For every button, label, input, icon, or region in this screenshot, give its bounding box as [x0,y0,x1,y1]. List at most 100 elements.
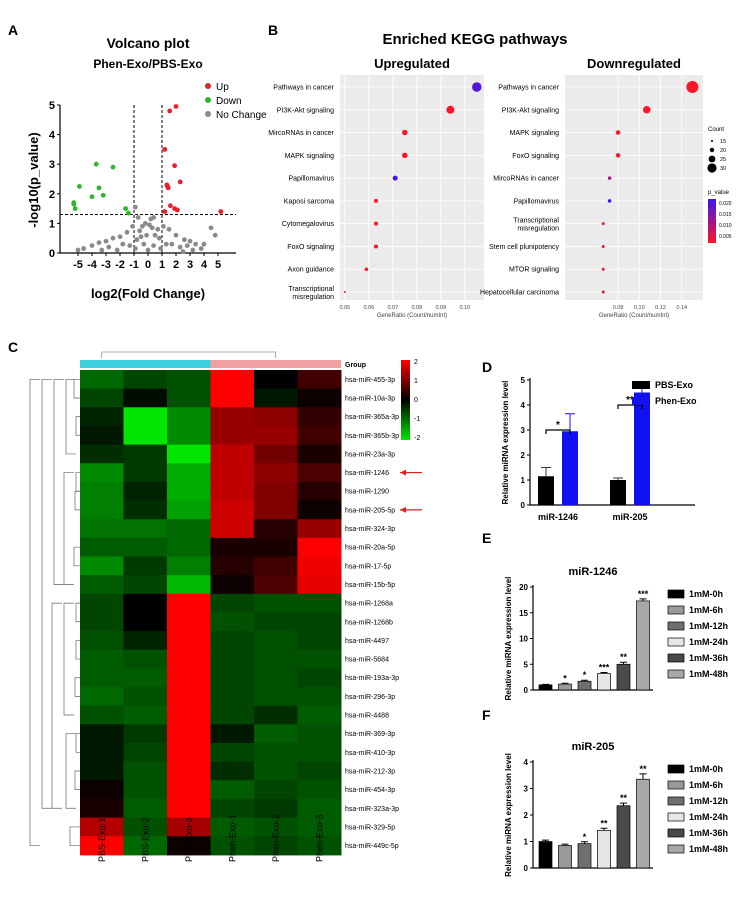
y-axis-label: Relative miRNA expression level [501,381,510,505]
heat-cell-1-4 [254,388,298,408]
panel-label-c: C [8,339,18,355]
heat-col-label: PBS-Exo-2 [140,817,150,862]
volcano-point-2-42 [127,243,133,249]
kegg-category-label: PI3K-Akt signaling [502,107,559,114]
volcano-point-2-27 [75,247,81,253]
volcano-point-2-21 [193,241,199,247]
kegg-dot-0-6 [374,221,378,226]
heat-cell-13-1 [123,612,168,632]
kegg-dot-1-7 [601,244,605,248]
legend-swatch [667,637,685,647]
x-tick-label: 4 [201,259,208,271]
kegg-category-line: Transcriptional [288,286,334,293]
heat-cell-18-3 [210,705,255,725]
volcano-point-2-41 [163,241,169,247]
significance-label: ** [600,818,608,828]
heat-cell-6-2 [167,481,211,502]
kegg-dot-0-0 [472,82,482,92]
heat-cell-0-2 [167,370,211,390]
heat-cell-4-0 [80,444,124,464]
heat-cell-2-1 [123,407,168,427]
x-tick-label: -2 [115,259,125,271]
heat-cell-12-1 [123,593,168,613]
heat-cell-9-4 [254,537,298,557]
volcano-point-0-8 [168,203,173,209]
volcano-point-2-6 [140,223,145,229]
heat-scale-label: -2 [414,435,420,442]
heat-cell-0-1 [123,370,168,390]
dendrogram-branch [75,416,80,436]
heat-cell-17-1 [123,687,168,707]
heat-row-label: hsa-miR-1246 [345,470,389,477]
kegg-dot-0-3 [402,152,408,159]
volcano-point-2-39 [152,232,158,238]
volcano-point-2-23 [201,241,207,247]
kegg-category-label: Kaposi sarcoma [284,198,334,205]
heat-cell-16-2 [167,668,211,688]
kegg-category-label: Hepatocellular carcinoma [480,290,559,297]
heat-cell-1-0 [80,388,124,408]
heat-cell-13-3 [210,612,255,632]
volcano-point-2-10 [130,223,136,229]
heat-row-label: hsa-miR-369-3p [345,731,395,738]
heat-cell-23-3 [210,798,255,819]
dendrogram-branch [29,378,40,846]
kegg-plot-bg [565,75,703,300]
error-bar [581,679,588,682]
heat-cell-4-3 [210,444,255,464]
chart-title: miR-1246 [569,566,618,578]
kegg-dot-0-5 [374,198,378,203]
kegg-x-tick-label: 0.08 [411,305,422,311]
heat-cell-0-0 [80,370,124,390]
heat-row-label: hsa-miR-23a-3p [345,451,395,458]
dendrogram-branch [73,546,80,567]
legend-label: Down [216,96,242,107]
dendrogram-branch [75,472,80,492]
volcano-point-2-1 [135,215,141,220]
heat-cell-15-5 [297,649,342,669]
heat-cell-10-0 [80,556,124,576]
heat-row-label: hsa-miR-193a-3p [345,675,399,682]
volcano-point-2-13 [166,226,172,232]
volcano-point-0-4 [177,179,183,185]
heat-cell-9-0 [80,537,124,557]
heat-col-label: Phen-Exo-1 [227,814,237,862]
bar-2 [577,843,592,869]
heat-cell-22-2 [167,780,211,800]
heat-cell-12-4 [254,593,298,613]
volcano-point-2-44 [158,246,164,251]
volcano-point-2-35 [169,241,175,247]
y-tick-label: 1 [49,218,55,230]
kegg-category-line: Transcriptional [513,218,559,225]
volcano-point-1-0 [93,161,99,167]
volcano-point-2-3 [148,216,154,222]
volcano-point-1-2 [77,184,82,189]
heat-cell-11-4 [254,575,298,595]
heat-cell-19-5 [297,724,342,744]
legend-label: 1mM-6h [689,780,723,790]
legend-label: 1mM-24h [689,637,728,647]
kegg-dot-0-2 [402,129,408,136]
volcano-point-2-25 [212,232,218,238]
heat-cell-19-3 [210,724,255,744]
heat-cell-5-4 [254,463,298,483]
kegg-count-legend-dot [711,140,713,142]
dendrogram-branch [73,378,80,399]
kegg-count-legend-label: 30 [720,166,726,172]
volcano-point-2-45 [133,246,138,251]
heat-cell-20-4 [254,743,298,763]
panel-label-a: A [8,22,18,38]
bar-4 [616,663,631,691]
heat-cell-16-3 [210,668,255,688]
volcano-point-2-24 [208,225,214,231]
heat-cell-11-2 [167,575,211,595]
heat-cell-17-5 [297,687,342,707]
heat-cell-9-2 [167,537,211,557]
dendrogram-branch [75,733,80,753]
dendrogram-branch [63,602,74,716]
x-tick-label: 0 [145,259,151,271]
kegg-category-label: Papillomavirus [513,198,559,205]
col-dendrogram [101,351,277,358]
heat-cell-21-3 [210,761,255,781]
error-bar [542,683,549,685]
